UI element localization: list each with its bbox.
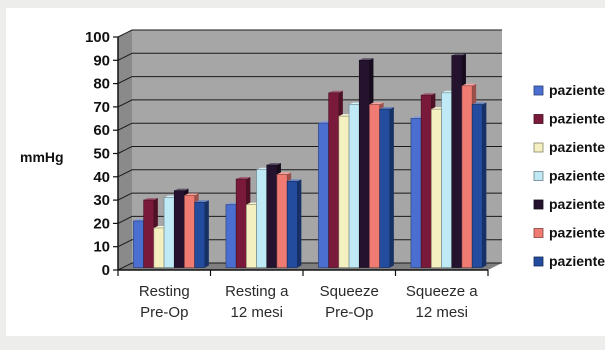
bar-top [287, 179, 302, 182]
gridline [117, 76, 502, 85]
bar [286, 179, 302, 268]
bar-front [143, 199, 155, 268]
bar [379, 107, 394, 268]
plot-floor [118, 263, 502, 270]
bar-side [297, 179, 302, 268]
gridline [117, 29, 502, 38]
bar [471, 102, 487, 268]
bar-top [379, 107, 394, 110]
y-tick-label: 100 [85, 29, 110, 46]
bar-side [482, 102, 487, 268]
bar-front [369, 104, 380, 268]
bar-front [256, 169, 268, 268]
legend-item: paziente [533, 82, 605, 98]
category-label: Squeeze a 12 mesi [406, 283, 478, 321]
y-tick-label: 20 [93, 215, 110, 232]
y-axis-label: mmHg [20, 149, 64, 165]
bar-front [318, 122, 329, 268]
bar-front [286, 181, 298, 268]
y-tick-label: 40 [93, 169, 110, 186]
legend-swatch [533, 85, 544, 96]
y-tick-label: 60 [93, 122, 110, 139]
legend-item: paziente [533, 196, 605, 212]
gridline [117, 52, 502, 61]
bar-top [451, 53, 466, 56]
bar-front [441, 92, 453, 268]
bar-front [431, 108, 442, 268]
bar-front [173, 190, 185, 268]
legend-item: paziente [533, 111, 605, 127]
bar-front [358, 59, 370, 268]
bar-top [472, 102, 487, 105]
legend-swatch [533, 199, 544, 210]
legend-label: paziente [549, 168, 605, 184]
bar-top [461, 83, 477, 86]
bar-front [194, 202, 206, 268]
bar-top [236, 177, 251, 180]
bar-front [348, 104, 360, 268]
category-label: Squeeze Pre-Op [320, 283, 379, 321]
legend-label: paziente [549, 225, 605, 241]
legend-item: paziente [533, 253, 605, 269]
y-tick-label: 90 [93, 52, 110, 69]
bar-top [266, 163, 281, 166]
bar-front [338, 115, 350, 268]
bar-top [328, 90, 343, 93]
bar-front [379, 108, 391, 268]
bar-top [184, 193, 199, 196]
bar-front [266, 164, 278, 268]
bar-top [421, 93, 436, 96]
bar-side [389, 107, 394, 268]
y-tick-label: 70 [93, 99, 110, 116]
legend-label: paziente [549, 111, 605, 127]
legend-swatch [533, 256, 544, 267]
bar-front [451, 55, 463, 268]
category-label: Resting a 12 mesi [225, 283, 289, 321]
y-tick-label: 80 [93, 76, 110, 93]
bar-side [204, 200, 209, 268]
bar-front [328, 92, 340, 268]
bar-front [246, 204, 257, 268]
legend-item: paziente [533, 139, 605, 155]
legend-swatch [533, 228, 544, 238]
gridline [117, 99, 502, 108]
bar-top [369, 102, 384, 105]
bar-front [461, 85, 473, 268]
legend-swatch [533, 171, 544, 181]
legend-label: paziente [549, 139, 605, 155]
legend-item: paziente [533, 225, 605, 241]
bar-top [194, 200, 209, 203]
bar-top [359, 58, 374, 61]
bar-front [471, 104, 483, 268]
legend-swatch [533, 142, 544, 153]
legend-swatch [533, 114, 544, 124]
bar-front [163, 197, 175, 268]
bar-front [410, 118, 422, 268]
bar-front [153, 227, 165, 268]
bar-front [184, 195, 195, 268]
bar-front [276, 174, 288, 268]
bar [194, 200, 209, 268]
legend-label: paziente [549, 253, 605, 269]
y-tick-label: 50 [93, 146, 110, 163]
legend-label: paziente [549, 196, 605, 212]
category-label: Resting Pre-Op [139, 283, 190, 321]
y-tick-label: 10 [93, 239, 110, 256]
bar-top [276, 172, 292, 175]
y-tick-label: 0 [102, 262, 110, 279]
bar-front [225, 204, 237, 268]
bar-front [133, 220, 144, 268]
y-tick-label: 30 [93, 192, 110, 209]
legend-label: paziente [549, 82, 605, 98]
legend-item: paziente [533, 168, 605, 184]
bar-top [174, 188, 189, 191]
bar-front [235, 178, 247, 268]
bar-top [143, 197, 158, 200]
bar-front [420, 94, 432, 268]
